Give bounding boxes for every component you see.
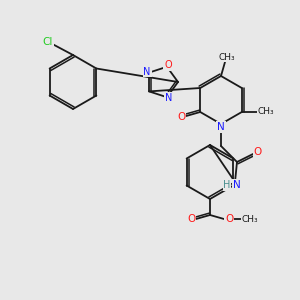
Text: CH₃: CH₃ bbox=[257, 107, 274, 116]
Text: Cl: Cl bbox=[42, 37, 53, 47]
Text: N: N bbox=[233, 180, 241, 190]
Text: N: N bbox=[217, 122, 225, 132]
Text: O: O bbox=[254, 147, 262, 157]
Text: H: H bbox=[223, 180, 231, 190]
Text: O: O bbox=[164, 60, 172, 70]
Text: O: O bbox=[177, 112, 185, 122]
Text: O: O bbox=[187, 214, 195, 224]
Text: N: N bbox=[143, 67, 151, 76]
Text: N: N bbox=[165, 93, 172, 103]
Text: CH₃: CH₃ bbox=[219, 52, 235, 62]
Text: CH₃: CH₃ bbox=[242, 214, 258, 224]
Text: O: O bbox=[225, 214, 233, 224]
